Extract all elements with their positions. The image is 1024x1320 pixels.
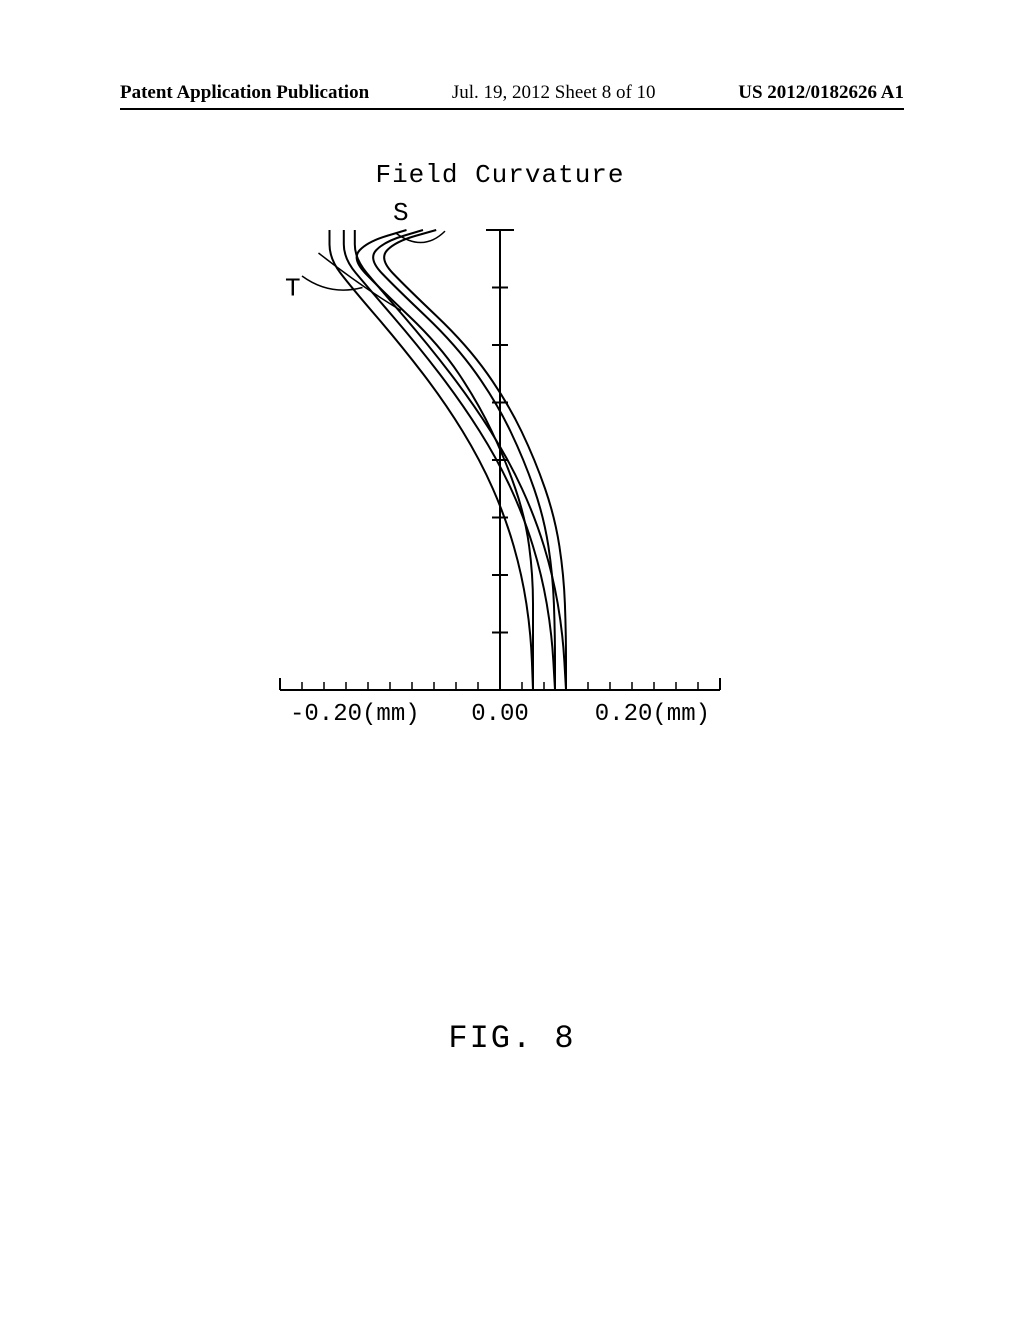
svg-text:-0.20(mm): -0.20(mm)	[290, 701, 420, 728]
header-right: US 2012/0182626 A1	[738, 82, 904, 104]
figure-label: FIG. 8	[0, 1020, 1024, 1057]
svg-text:0.20(mm): 0.20(mm)	[595, 701, 710, 728]
header-divider	[120, 108, 904, 110]
svg-text:T: T	[285, 274, 301, 304]
chart-title: Field Curvature	[200, 160, 800, 190]
svg-text:0.00: 0.00	[471, 701, 529, 728]
field-curvature-chart: Field Curvature -0.20(mm) 0.00 0.20(mm) S T	[200, 160, 800, 780]
svg-text:S: S	[393, 198, 409, 228]
header-center: Jul. 19, 2012 Sheet 8 of 10	[452, 82, 656, 104]
chart-svg: -0.20(mm) 0.00 0.20(mm) S T	[200, 190, 800, 790]
header-left: Patent Application Publication	[120, 82, 369, 104]
page-header: Patent Application Publication Jul. 19, …	[0, 82, 1024, 104]
